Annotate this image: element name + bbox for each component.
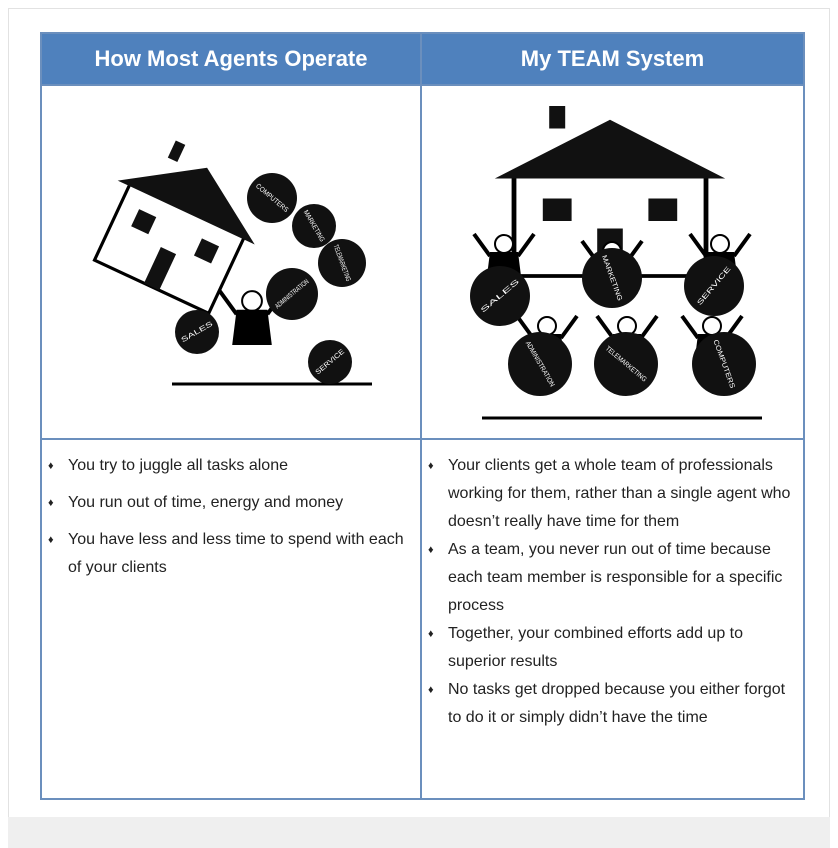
bullet-item: As a team, you never run out of time bec… <box>428 536 795 620</box>
ball <box>318 239 366 287</box>
window <box>193 238 220 264</box>
bullet-list: Your clients get a whole team of profess… <box>422 440 803 732</box>
illustration-cell: SALES MARKETING SERVICE ADMINISTRATION TELEM… <box>422 84 803 440</box>
house-roof <box>494 106 726 179</box>
window <box>542 198 572 221</box>
column-header: My TEAM System <box>422 34 803 84</box>
text-cell: You try to juggle all tasks alone You run… <box>42 440 422 798</box>
bullet-item: You run out of time, energy and money <box>48 489 412 517</box>
ball <box>508 332 572 396</box>
person-arms <box>688 232 752 258</box>
window <box>648 198 678 221</box>
footer-strip <box>8 817 830 848</box>
column-header: How Most Agents Operate <box>42 34 422 84</box>
house-roof <box>117 140 255 245</box>
window <box>131 209 157 235</box>
ball <box>470 266 530 326</box>
comparison-table: How Most Agents Operate My TEAM System C… <box>40 32 805 800</box>
bullet-item: No tasks get dropped because you either … <box>428 676 795 732</box>
ball <box>594 332 658 396</box>
door <box>143 247 177 291</box>
person-head <box>494 234 514 254</box>
ball <box>582 248 642 308</box>
bullet-item: Your clients get a whole team of profess… <box>428 452 795 536</box>
illustration: COMPUTERSMARKETINGTELEMARKETINGADMINISTR… <box>92 140 372 386</box>
ball <box>308 340 352 384</box>
person-head <box>710 234 730 254</box>
ball <box>175 310 219 354</box>
ball <box>692 332 756 396</box>
person-head <box>702 316 722 336</box>
person-body <box>232 309 272 345</box>
text-cell: Your clients get a whole team of profess… <box>422 440 803 798</box>
person-arms <box>595 314 659 340</box>
bullet-list: You try to juggle all tasks alone You run… <box>42 440 420 582</box>
ball <box>684 256 744 316</box>
bullet-item: You try to juggle all tasks alone <box>48 452 412 480</box>
ball <box>292 204 336 248</box>
ball <box>266 268 318 320</box>
bullet-item: Together, your combined efforts add up t… <box>428 620 795 676</box>
person-arms <box>472 232 536 258</box>
bullet-item: You have less and less time to spend wit… <box>48 526 412 582</box>
illustration-cell: COMPUTERS MARKETING TELEMARKETING ADMINISTR… <box>42 84 422 440</box>
person-head <box>241 290 263 312</box>
ball <box>247 173 297 223</box>
